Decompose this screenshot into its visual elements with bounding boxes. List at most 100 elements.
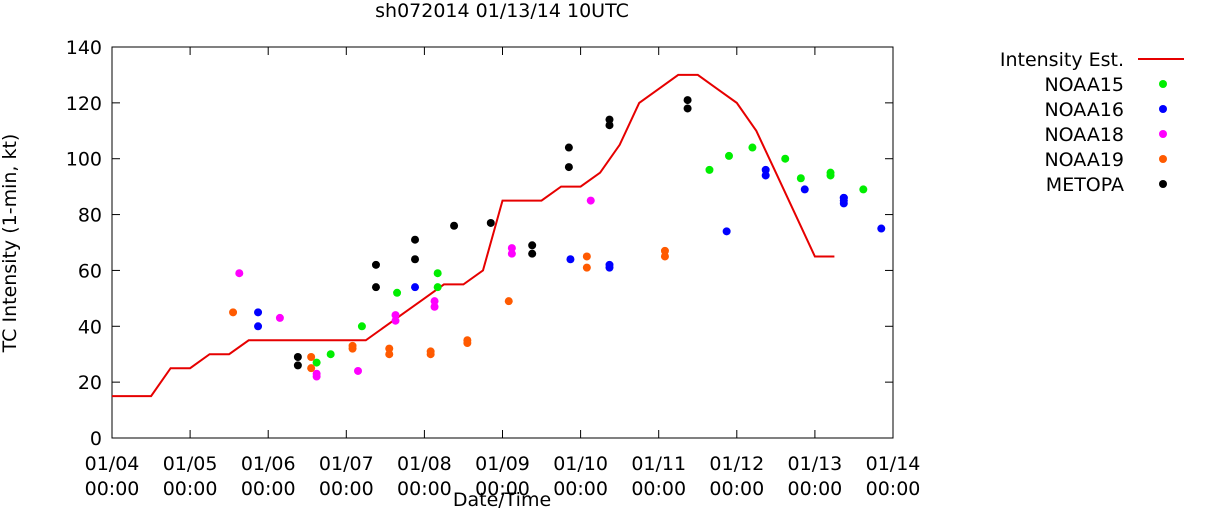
noaa15-point xyxy=(781,154,790,163)
x-tick-label-time: 00:00 xyxy=(397,478,452,500)
noaa15-point xyxy=(748,143,757,152)
noaa15-point xyxy=(724,151,733,160)
legend-swatch-dot xyxy=(1159,130,1167,138)
metopa-point xyxy=(564,163,573,172)
x-tick-label-time: 00:00 xyxy=(241,478,296,500)
series-noaa18 xyxy=(235,196,595,381)
y-tick-label: 60 xyxy=(78,260,102,282)
noaa18-point xyxy=(430,302,439,311)
noaa18-point xyxy=(354,366,363,375)
metopa-point xyxy=(293,353,302,362)
x-axis: 01/04 00:00 01/05 00:00 01/06 00:00 01/07 00:00… xyxy=(85,47,921,500)
series-layer xyxy=(112,73,886,398)
legend-label: NOAA18 xyxy=(1044,124,1124,146)
y-tick-label: 40 xyxy=(78,316,102,338)
x-tick-label-date: 01/11 xyxy=(631,453,686,475)
noaa19-point xyxy=(582,252,591,261)
x-axis-label: Date/Time xyxy=(453,489,551,509)
y-axis: 0 20 40 60 80 100 120 140 xyxy=(66,37,893,450)
legend-label: NOAA16 xyxy=(1044,99,1124,121)
metopa-point xyxy=(293,361,302,370)
metopa-point xyxy=(528,241,537,250)
noaa15-point xyxy=(859,185,868,194)
legend-swatch-dot xyxy=(1159,180,1167,188)
noaa16-point xyxy=(839,199,848,208)
noaa15-point xyxy=(826,171,835,180)
x-tick-label-time: 00:00 xyxy=(319,478,374,500)
metopa-point xyxy=(683,96,692,105)
metopa-point xyxy=(371,260,380,269)
metopa-point xyxy=(411,255,420,264)
noaa18-point xyxy=(312,372,321,381)
y-tick-label: 20 xyxy=(78,372,102,394)
noaa16-point xyxy=(722,227,731,236)
noaa19-point xyxy=(426,350,435,359)
intensity-est-line xyxy=(112,73,835,398)
x-tick-label-time: 00:00 xyxy=(85,478,140,500)
noaa16-point xyxy=(800,185,809,194)
chart-title: sh072014 01/13/14 10UTC xyxy=(375,0,629,22)
noaa18-point xyxy=(391,311,400,320)
noaa19-point xyxy=(229,308,238,317)
noaa16-point xyxy=(254,308,263,317)
noaa15-point xyxy=(433,283,442,292)
noaa19-point xyxy=(385,344,394,353)
y-tick-label: 0 xyxy=(90,428,102,450)
noaa16-point xyxy=(761,165,770,174)
noaa18-point xyxy=(586,196,595,205)
legend-swatch-dot xyxy=(1159,155,1167,163)
noaa18-point xyxy=(507,244,516,253)
x-tick-label-time: 00:00 xyxy=(709,478,764,500)
noaa16-point xyxy=(254,322,263,331)
x-tick-label-time: 00:00 xyxy=(866,478,921,500)
noaa15-point xyxy=(393,288,402,297)
noaa15-point xyxy=(357,322,366,331)
noaa19-point xyxy=(463,339,472,348)
series-noaa16 xyxy=(254,165,886,331)
noaa18-point xyxy=(235,269,244,278)
noaa16-point xyxy=(877,224,886,233)
noaa15-point xyxy=(326,350,335,359)
legend-label: NOAA15 xyxy=(1044,74,1124,96)
x-tick-label-time: 00:00 xyxy=(475,478,530,500)
plot-frame xyxy=(111,46,894,439)
metopa-point xyxy=(564,143,573,152)
x-tick-label-date: 01/08 xyxy=(397,453,452,475)
y-tick-label: 120 xyxy=(66,93,102,115)
noaa15-point xyxy=(705,165,714,174)
metopa-point xyxy=(528,249,537,258)
x-tick-label-date: 01/07 xyxy=(319,453,374,475)
metopa-point xyxy=(371,283,380,292)
metopa-point xyxy=(605,115,614,124)
x-tick-label-date: 01/06 xyxy=(241,453,296,475)
y-axis-label: TC Intensity (1-min, kt) xyxy=(0,134,21,354)
y-tick-label: 140 xyxy=(66,37,102,59)
noaa15-point xyxy=(796,174,805,183)
noaa18-point xyxy=(391,316,400,325)
noaa15-point xyxy=(433,269,442,278)
metopa-point xyxy=(605,121,614,130)
legend-swatch-dot xyxy=(1159,80,1167,88)
y-tick-label: 100 xyxy=(66,149,102,171)
noaa16-point xyxy=(605,263,614,272)
noaa19-point xyxy=(660,252,669,261)
legend-label: Intensity Est. xyxy=(1000,49,1124,71)
legend-swatch-dot xyxy=(1159,105,1167,113)
series-noaa19 xyxy=(229,246,669,373)
noaa16-point xyxy=(411,283,420,292)
noaa19-point xyxy=(307,353,316,362)
x-tick-label-time: 00:00 xyxy=(788,478,843,500)
legend-label: NOAA19 xyxy=(1044,149,1124,171)
x-tick-label-date: 01/05 xyxy=(163,453,218,475)
series-noaa15 xyxy=(312,143,868,367)
noaa19-point xyxy=(348,344,357,353)
y-tick-label: 80 xyxy=(78,205,102,227)
noaa15-point xyxy=(312,358,321,367)
noaa19-point xyxy=(660,246,669,255)
noaa16-point xyxy=(566,255,575,264)
noaa19-point xyxy=(504,297,513,306)
metopa-point xyxy=(450,221,459,230)
x-tick-label-date: 01/13 xyxy=(788,453,843,475)
noaa18-point xyxy=(275,313,284,322)
